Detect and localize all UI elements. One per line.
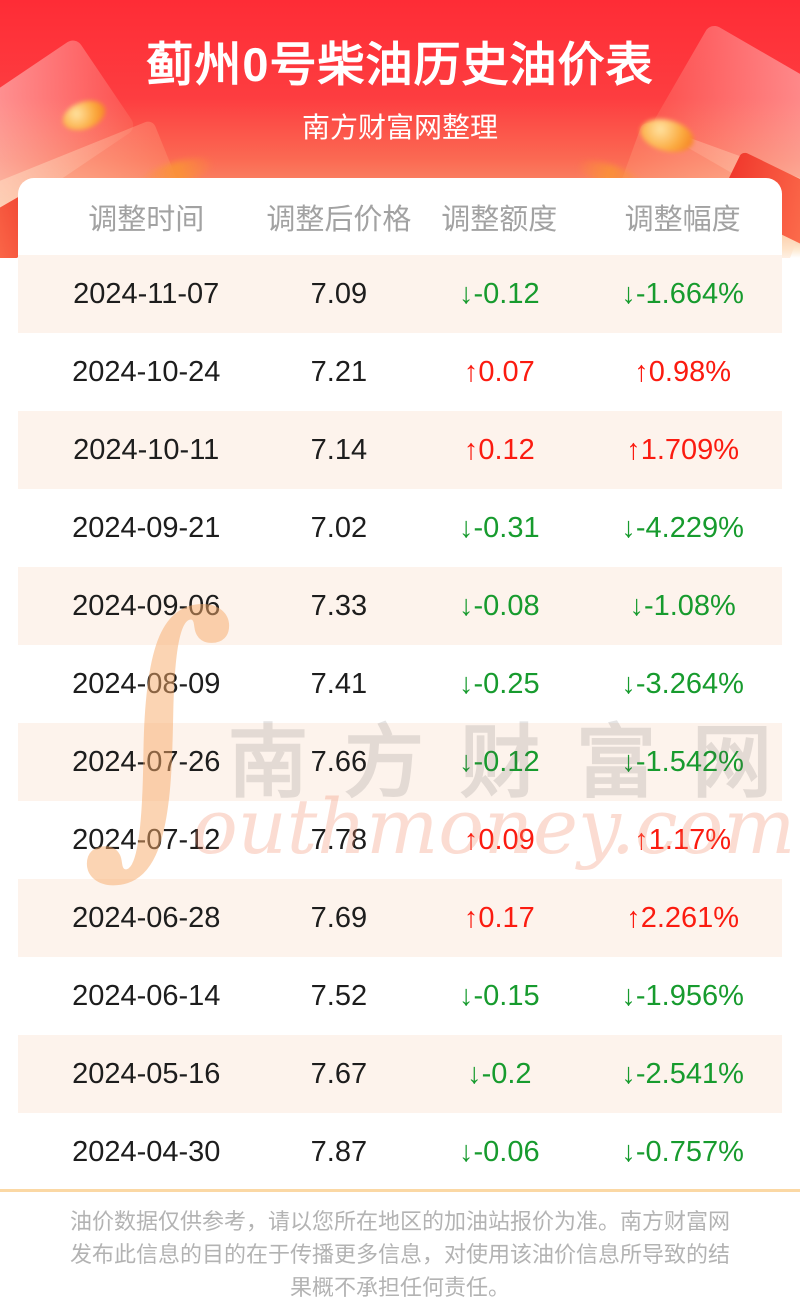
cell-change-percent: ↓-4.229% [621,511,744,544]
table-row: 2024-06-14 7.52 ↓-0.15 ↓-1.956% [18,957,782,1035]
cell-adjusted-price: 7.33 [310,589,368,622]
price-table-card: 调整时间 调整后价格 调整额度 调整幅度 2024-11-07 7.09 ↓-0… [18,178,782,1191]
cell-adjusted-price: 7.14 [310,433,368,466]
cell-adjust-date: 2024-10-24 [72,355,221,388]
column-header-adjusted-price: 调整后价格 [266,203,412,236]
cell-change-amount: ↓-0.25 [459,667,540,700]
table-row: 2024-04-30 7.87 ↓-0.06 ↓-0.757% [18,1113,782,1191]
table-row: 2024-06-28 7.69 ↑0.17 ↑2.261% [18,879,782,957]
cell-adjusted-price: 7.66 [310,745,368,778]
cell-change-amount: ↓-0.12 [459,745,540,778]
cell-adjust-date: 2024-06-14 [72,979,221,1012]
cell-change-percent: ↓-0.757% [621,1135,744,1168]
cell-change-amount: ↑0.07 [463,355,535,388]
column-header-adjust-time: 调整时间 [88,203,205,236]
footer-separator-line [0,1189,800,1192]
cell-change-percent: ↓-1.664% [621,277,744,310]
cell-adjust-date: 2024-08-09 [72,667,221,700]
column-header-adjust-amount: 调整额度 [441,203,558,236]
disclaimer-text: 油价数据仅供参考，请以您所在地区的加油站报价为准。南方财富网发布此信息的目的在于… [69,1209,730,1300]
cell-adjust-date: 2024-09-21 [72,511,221,544]
cell-adjust-date: 2024-04-30 [72,1135,221,1168]
page-title: 蓟州0号柴油历史油价表 [146,38,654,91]
table-row: 2024-10-24 7.21 ↑0.07 ↑0.98% [18,333,782,411]
cell-change-percent: ↑1.17% [634,823,732,856]
cell-change-amount: ↓-0.12 [459,277,540,310]
footer: 油价数据仅供参考，请以您所在地区的加油站报价为准。南方财富网发布此信息的目的在于… [0,1205,800,1304]
cell-adjust-date: 2024-10-11 [73,433,220,466]
column-header-adjust-rate: 调整幅度 [624,203,741,236]
cell-adjust-date: 2024-06-28 [72,901,221,934]
cell-change-amount: ↓-0.31 [459,511,540,544]
cell-adjusted-price: 7.78 [310,823,368,856]
cell-change-percent: ↑1.709% [626,433,740,466]
table-row: 2024-09-21 7.02 ↓-0.31 ↓-4.229% [18,489,782,567]
cell-change-amount: ↑0.17 [463,901,535,934]
cell-adjust-date: 2024-11-07 [73,277,220,310]
cell-adjusted-price: 7.02 [310,511,368,544]
cell-adjust-date: 2024-09-06 [72,589,221,622]
cell-adjust-date: 2024-07-12 [72,823,221,856]
cell-change-percent: ↑2.261% [626,901,740,934]
cell-change-amount: ↓-0.15 [459,979,540,1012]
cell-adjust-date: 2024-05-16 [72,1057,221,1090]
cell-change-amount: ↓-0.08 [459,589,540,622]
cell-change-amount: ↓-0.06 [459,1135,540,1168]
cell-adjusted-price: 7.87 [310,1135,368,1168]
cell-change-amount: ↑0.12 [463,433,535,466]
cell-adjusted-price: 7.41 [310,667,368,700]
cell-adjusted-price: 7.52 [310,979,368,1012]
cell-change-percent: ↓-1.956% [621,979,744,1012]
table-row: 2024-10-11 7.14 ↑0.12 ↑1.709% [18,411,782,489]
cell-change-percent: ↓-1.542% [621,745,744,778]
cell-change-amount: ↑0.09 [463,823,535,856]
cell-change-percent: ↓-2.541% [621,1057,744,1090]
table-row: 2024-11-07 7.09 ↓-0.12 ↓-1.664% [18,255,782,333]
table-row: 2024-08-09 7.41 ↓-0.25 ↓-3.264% [18,645,782,723]
cell-change-percent: ↑0.98% [634,355,732,388]
table-header-row: 调整时间 调整后价格 调整额度 调整幅度 [18,178,782,255]
cell-change-amount: ↓-0.2 [467,1057,532,1090]
price-table-body: 2024-11-07 7.09 ↓-0.12 ↓-1.664% 2024-10-… [18,255,782,1191]
page-subtitle: 南方财富网整理 [301,112,498,143]
table-row: 2024-09-06 7.33 ↓-0.08 ↓-1.08% [18,567,782,645]
cell-adjusted-price: 7.69 [310,901,368,934]
cell-adjusted-price: 7.21 [310,355,368,388]
table-row: 2024-07-12 7.78 ↑0.09 ↑1.17% [18,801,782,879]
cell-adjust-date: 2024-07-26 [72,745,221,778]
table-row: 2024-07-26 7.66 ↓-0.12 ↓-1.542% [18,723,782,801]
table-row: 2024-05-16 7.67 ↓-0.2 ↓-2.541% [18,1035,782,1113]
cell-adjusted-price: 7.67 [310,1057,368,1090]
cell-adjusted-price: 7.09 [310,277,368,310]
cell-change-percent: ↓-1.08% [629,589,736,622]
cell-change-percent: ↓-3.264% [621,667,744,700]
